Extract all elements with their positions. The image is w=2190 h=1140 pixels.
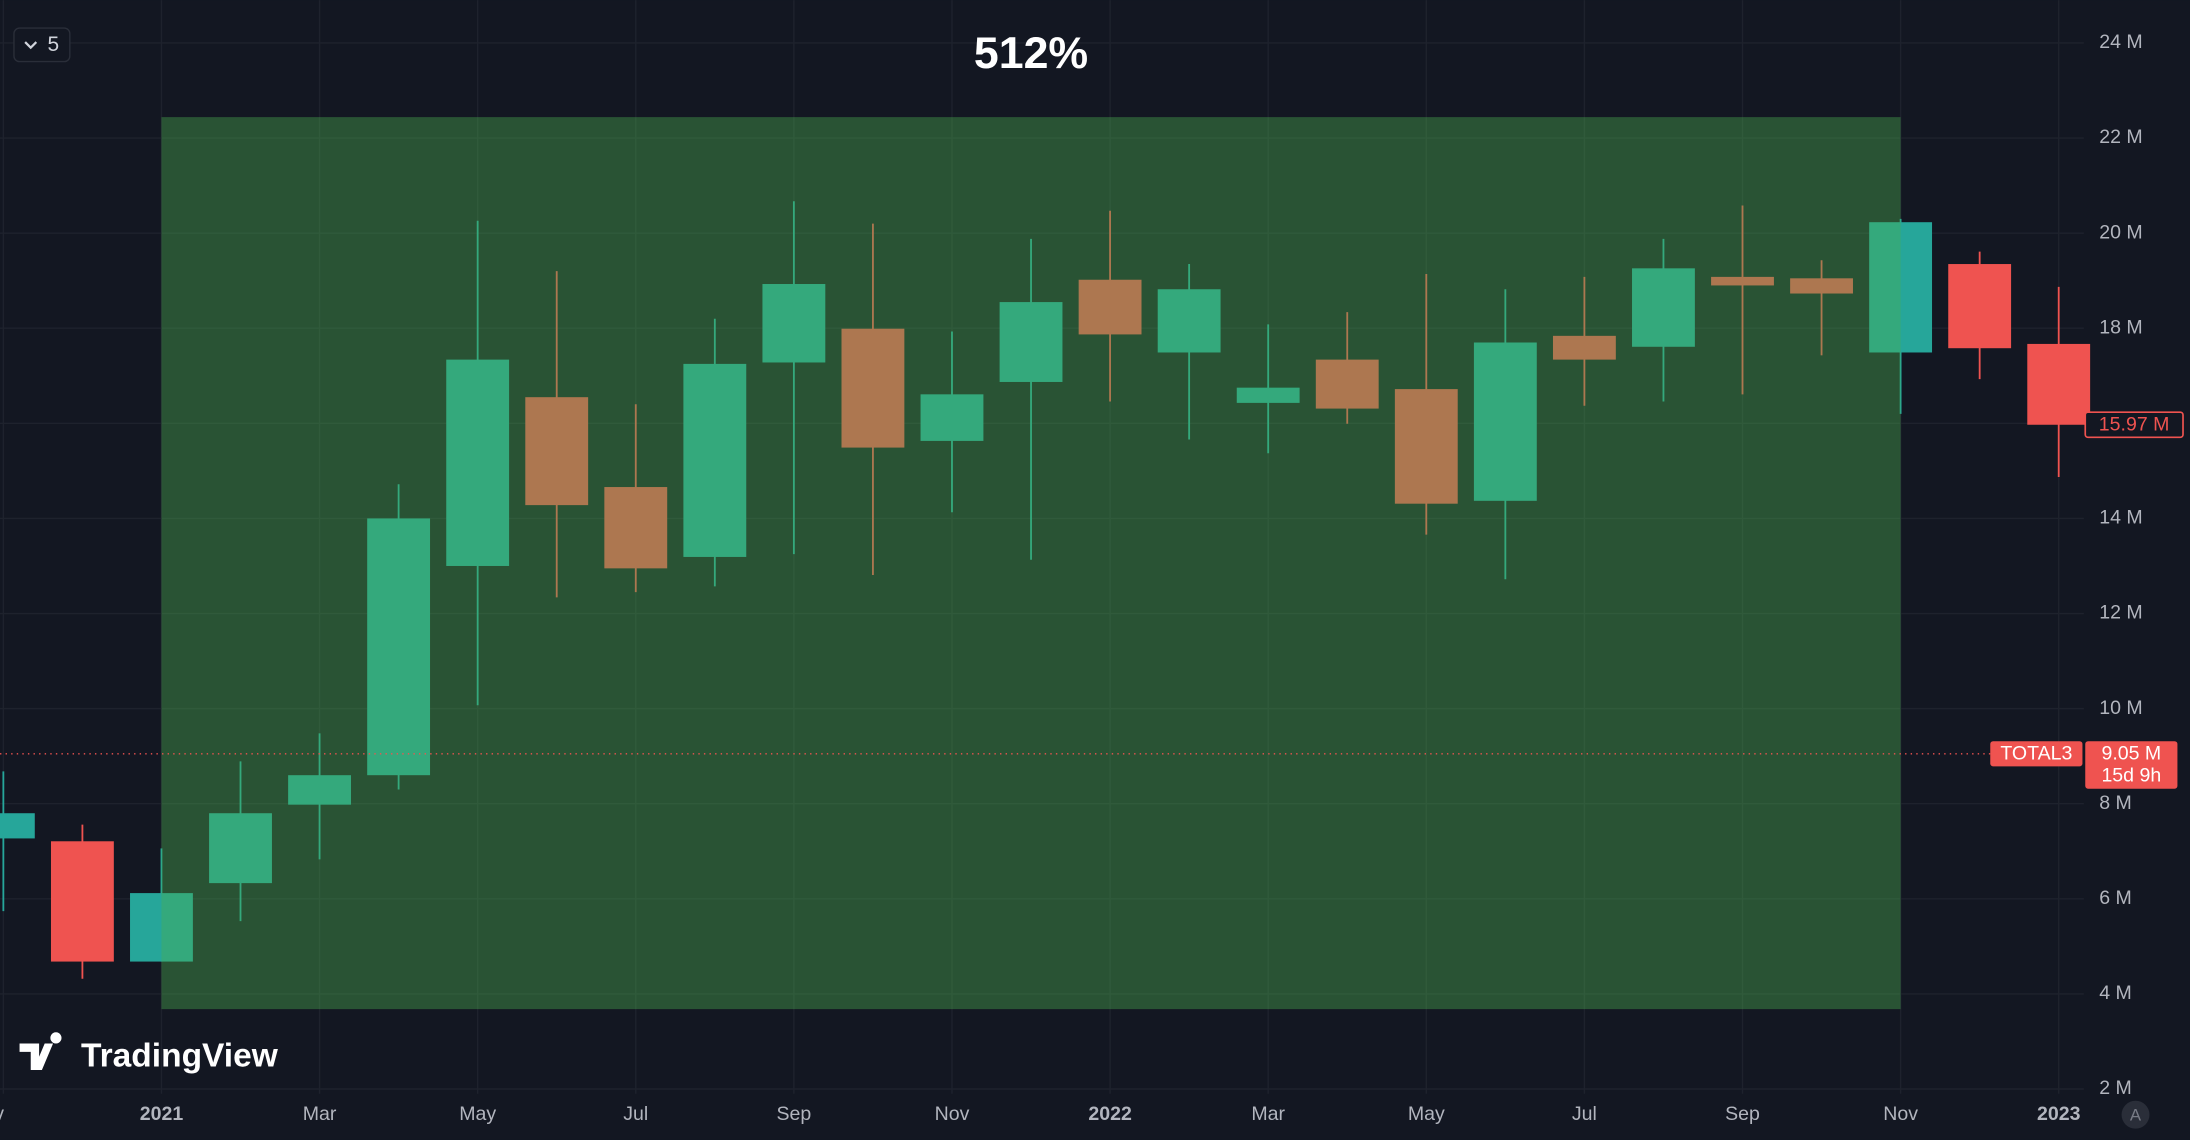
- x-tick-label: Jul: [1572, 1103, 1597, 1125]
- candle-body: [604, 487, 668, 569]
- overlay: 512%: [0, 29, 2084, 1010]
- interval-label: 5: [47, 33, 59, 56]
- x-tick-label: 2021: [140, 1103, 184, 1125]
- y-tick-label: 2 M: [2099, 1077, 2132, 1099]
- last-price-label: 15.97 M: [2099, 414, 2170, 436]
- price-label: 9.05 M: [2101, 743, 2161, 765]
- x-tick-label: Nov: [1883, 1103, 1918, 1125]
- candle-body: [1394, 389, 1458, 504]
- y-tick-label: 6 M: [2099, 887, 2132, 909]
- candle-body: [1315, 359, 1379, 409]
- y-tick-label: 10 M: [2099, 697, 2142, 719]
- candle-body: [1948, 264, 2012, 349]
- candle-body: [2027, 343, 2091, 425]
- candle-body: [1157, 289, 1221, 353]
- y-tick-label: 22 M: [2099, 126, 2142, 148]
- range-label: 512%: [974, 29, 1088, 78]
- candle-body: [1632, 268, 1695, 347]
- symbol-label: TOTAL3: [2000, 743, 2072, 765]
- logo: TradingView: [81, 1037, 279, 1074]
- y-tick-label: 24 M: [2099, 31, 2142, 53]
- auto-scale-label: A: [2130, 1106, 2142, 1125]
- candle-body: [841, 328, 905, 448]
- x-tick-label: Mar: [303, 1103, 337, 1125]
- logo-icon: [19, 1032, 62, 1071]
- candle-body: [288, 775, 351, 805]
- candle-body: [367, 518, 431, 776]
- candle-body: [1869, 222, 1933, 353]
- candle-body: [920, 394, 984, 441]
- candle-body: [1473, 342, 1537, 501]
- range-box: [161, 117, 1901, 1010]
- candle-body: [446, 359, 510, 566]
- candle-body: [209, 813, 272, 884]
- y-tick-label: 18 M: [2099, 316, 2142, 338]
- x-tick-label: 2022: [1088, 1103, 1132, 1125]
- candle-body: [1790, 278, 1853, 294]
- x-tick-label: Nov: [935, 1103, 970, 1125]
- last-price-badge: [2084, 411, 2184, 439]
- axes: 2 M4 M6 M8 M10 M12 M14 M16 M18 M20 M22 M…: [0, 31, 2184, 1125]
- candle-body: [1552, 335, 1616, 360]
- y-tick-label: 14 M: [2099, 507, 2142, 529]
- candle-body: [525, 397, 589, 506]
- candle-body: [762, 284, 826, 363]
- x-tick-label: Jul: [623, 1103, 648, 1125]
- auto-scale-button[interactable]: [2121, 1100, 2150, 1129]
- candle-body: [999, 302, 1063, 382]
- price-badge: [2085, 741, 2178, 789]
- interval-button[interactable]: [13, 27, 71, 63]
- x-tick-label: May: [1408, 1103, 1445, 1125]
- y-tick-label: 12 M: [2099, 602, 2142, 624]
- candle-body: [130, 893, 193, 962]
- y-tick-label: 8 M: [2099, 792, 2132, 814]
- x-tick-label: Nov: [0, 1103, 4, 1125]
- candle-body: [0, 813, 35, 839]
- grid: [0, 0, 2084, 1094]
- candle-body: [1236, 387, 1300, 403]
- countdown-label: 15d 9h: [2101, 764, 2161, 786]
- candle-body: [683, 363, 747, 557]
- x-tick-label: Sep: [776, 1103, 811, 1125]
- candles: [0, 201, 2091, 979]
- y-tick-label: 20 M: [2099, 221, 2142, 243]
- symbol-badge: [1990, 741, 2083, 767]
- candle-body: [50, 841, 114, 962]
- x-tick-label: 2023: [2037, 1103, 2081, 1125]
- x-tick-label: May: [459, 1103, 496, 1125]
- chevron-icon: [24, 41, 38, 50]
- candle-body: [1078, 279, 1142, 335]
- x-tick-label: Mar: [1251, 1103, 1285, 1125]
- candle-body: [1711, 276, 1774, 286]
- x-tick-label: Sep: [1725, 1103, 1760, 1125]
- y-tick-label: 4 M: [2099, 982, 2132, 1004]
